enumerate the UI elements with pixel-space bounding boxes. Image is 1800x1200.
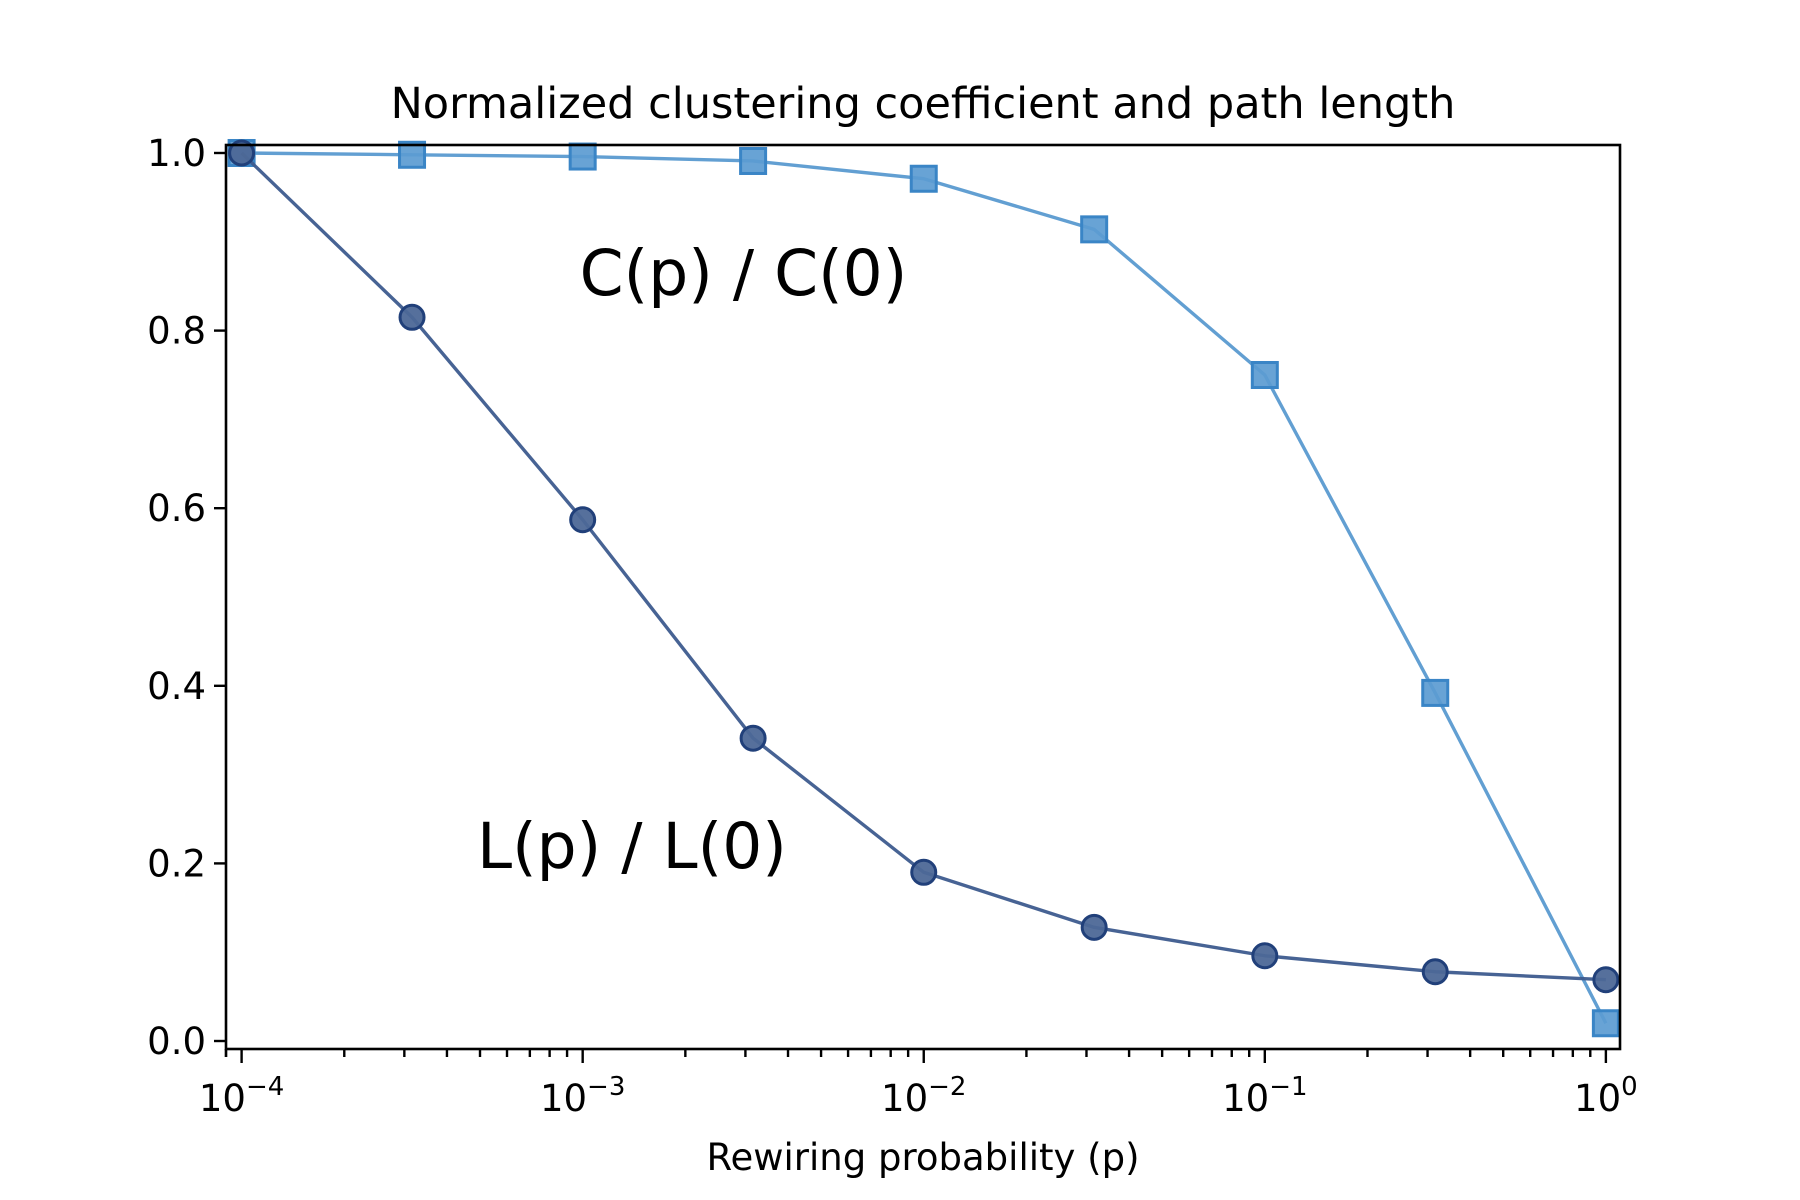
x-tick-label-base: 10 <box>1222 1077 1269 1120</box>
data-point-circle <box>739 724 767 752</box>
axes-background <box>226 145 1620 1049</box>
y-tick-label: 1.0 <box>147 132 206 175</box>
data-point-circle <box>228 139 256 167</box>
annotation-clustering: C(p) / C(0) <box>580 237 908 310</box>
annotation-layer: C(p) / C(0) L(p) / L(0) <box>477 237 907 883</box>
data-point-circle <box>910 858 938 886</box>
data-point-square <box>398 140 427 169</box>
x-tick-label: 10−4 <box>199 1072 284 1120</box>
data-point-circle <box>1080 913 1108 941</box>
y-tick-label: 0.2 <box>147 842 206 885</box>
x-tick-label-exponent: −4 <box>246 1072 284 1102</box>
x-tick-label-exponent: −3 <box>587 1072 625 1102</box>
x-tick-label: 10−3 <box>540 1072 625 1120</box>
x-tick-label-base: 10 <box>199 1077 246 1120</box>
plot-area: C(p) / C(0) L(p) / L(0) <box>224 138 1622 1051</box>
x-tick-label: 10−2 <box>881 1072 966 1120</box>
data-point-square <box>1591 1009 1620 1038</box>
data-point-circle <box>1251 942 1279 970</box>
x-tick-label-base: 10 <box>881 1077 928 1120</box>
data-point-square <box>1080 215 1109 244</box>
chart-title: Normalized clustering coefficient and pa… <box>391 79 1456 129</box>
x-tick-label-exponent: −1 <box>1269 1072 1307 1102</box>
data-point-circle <box>569 506 597 534</box>
x-tick-label: 100 <box>1574 1072 1638 1120</box>
data-point-square <box>568 142 597 171</box>
data-point-square <box>909 164 938 193</box>
data-point-square <box>1421 678 1450 707</box>
data-point-circle <box>1592 966 1620 994</box>
x-tick-label-base: 10 <box>540 1077 587 1120</box>
data-point-square <box>739 146 768 175</box>
x-tick-label-exponent: 0 <box>1621 1072 1638 1102</box>
x-tick-label-base: 10 <box>1574 1077 1621 1120</box>
series-path-length <box>228 139 1620 994</box>
data-point-circle <box>1421 958 1449 986</box>
y-tick-label: 0.0 <box>147 1020 206 1063</box>
y-tick-label: 0.8 <box>147 310 206 353</box>
data-point-square <box>1250 360 1279 389</box>
x-axis: 10−4 10−3 10−2 10−1 100 <box>199 1049 1638 1120</box>
y-axis: 0.0 0.2 0.4 0.6 0.8 1.0 <box>147 132 226 1063</box>
data-point-circle <box>398 303 426 331</box>
y-tick-label: 0.4 <box>147 665 206 708</box>
annotation-path-length: L(p) / L(0) <box>477 810 787 883</box>
x-tick-label: 10−1 <box>1222 1072 1307 1120</box>
x-axis-label: Rewiring probability (p) <box>706 1136 1139 1179</box>
x-tick-label-exponent: −2 <box>928 1072 966 1102</box>
y-tick-label: 0.6 <box>147 487 206 530</box>
